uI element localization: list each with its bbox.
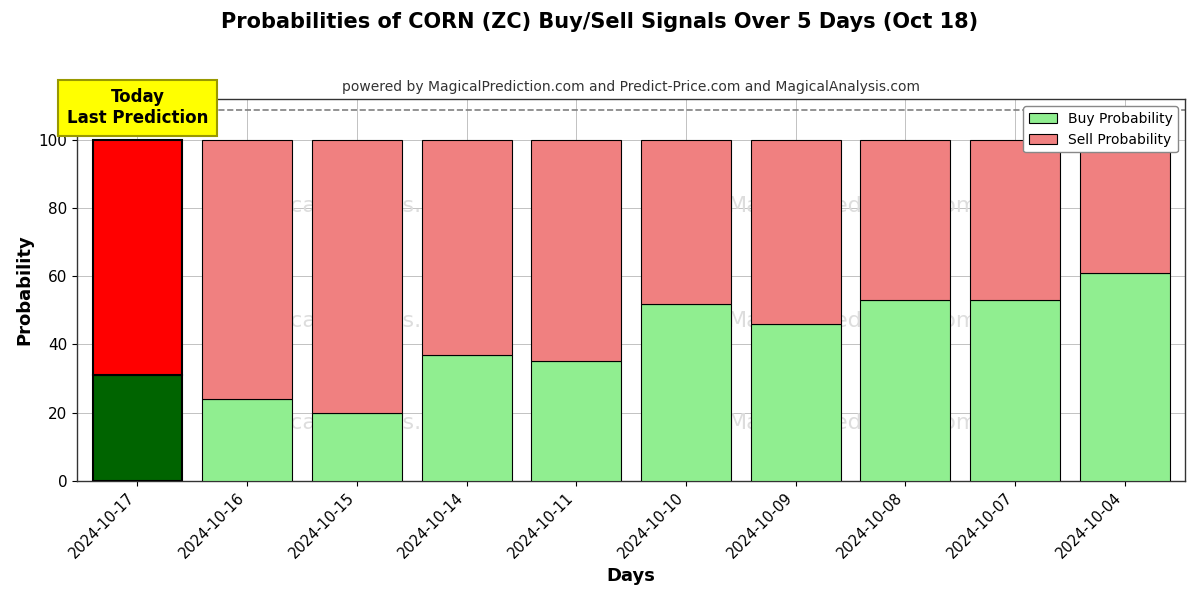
Bar bbox=[751, 140, 840, 324]
Text: MagicalAnalysis.com: MagicalAnalysis.com bbox=[239, 196, 470, 216]
Text: MagicalPrediction.com: MagicalPrediction.com bbox=[727, 196, 978, 216]
Bar bbox=[202, 140, 292, 399]
Legend: Buy Probability, Sell Probability: Buy Probability, Sell Probability bbox=[1024, 106, 1178, 152]
Bar bbox=[641, 140, 731, 304]
Text: MagicalAnalysis.com: MagicalAnalysis.com bbox=[239, 311, 470, 331]
Text: MagicalPrediction.com: MagicalPrediction.com bbox=[727, 311, 978, 331]
Y-axis label: Probability: Probability bbox=[14, 235, 32, 346]
Text: Probabilities of CORN (ZC) Buy/Sell Signals Over 5 Days (Oct 18): Probabilities of CORN (ZC) Buy/Sell Sign… bbox=[222, 12, 978, 32]
Title: powered by MagicalPrediction.com and Predict-Price.com and MagicalAnalysis.com: powered by MagicalPrediction.com and Pre… bbox=[342, 80, 920, 94]
Bar bbox=[312, 413, 402, 481]
Bar bbox=[1080, 273, 1170, 481]
Bar bbox=[421, 140, 511, 355]
Bar bbox=[641, 304, 731, 481]
Bar bbox=[92, 375, 182, 481]
Bar bbox=[970, 300, 1060, 481]
Bar bbox=[751, 324, 840, 481]
Text: MagicalPrediction.com: MagicalPrediction.com bbox=[727, 413, 978, 433]
Bar bbox=[532, 140, 622, 361]
Bar bbox=[860, 300, 950, 481]
Bar bbox=[970, 140, 1060, 300]
X-axis label: Days: Days bbox=[607, 567, 655, 585]
Bar bbox=[202, 399, 292, 481]
Bar bbox=[92, 140, 182, 375]
Bar bbox=[860, 140, 950, 300]
Text: Today
Last Prediction: Today Last Prediction bbox=[67, 88, 208, 127]
Text: MagicalAnalysis.com: MagicalAnalysis.com bbox=[239, 413, 470, 433]
Bar bbox=[1080, 140, 1170, 273]
Bar bbox=[421, 355, 511, 481]
Bar bbox=[312, 140, 402, 413]
Bar bbox=[532, 361, 622, 481]
